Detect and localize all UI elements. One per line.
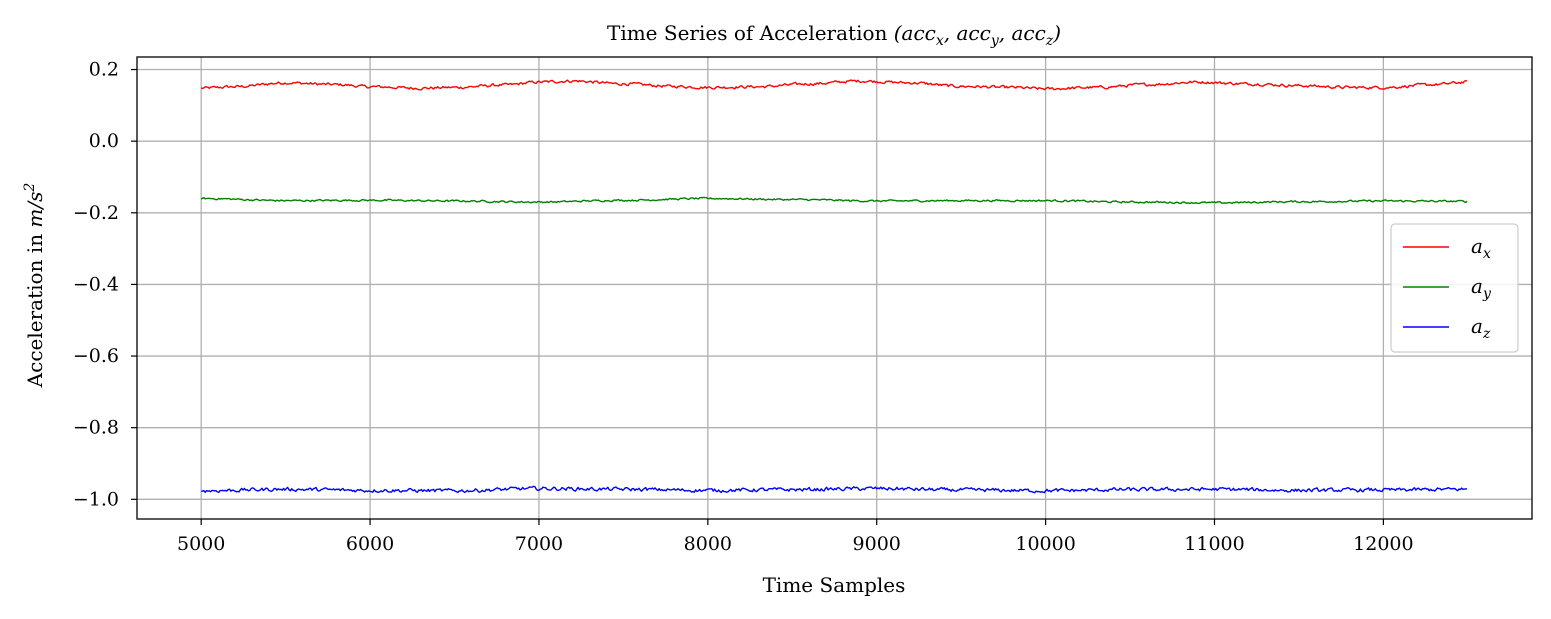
y-axis-label-text: Acceleration in bbox=[23, 228, 47, 389]
legend-box bbox=[1390, 223, 1519, 353]
grid-layer bbox=[137, 57, 1532, 519]
x-tick-label: 12000 bbox=[1353, 533, 1413, 555]
y-axis-label: Acceleration in m/s2 bbox=[22, 183, 47, 389]
series-line-az bbox=[201, 485, 1468, 494]
y-tick-label: −0.4 bbox=[73, 273, 119, 295]
y-axis-label-unit: m/s bbox=[23, 192, 47, 228]
y-tick-label: 0.0 bbox=[89, 130, 119, 152]
series-line-ay bbox=[200, 196, 1468, 205]
chart-title-subscript: x bbox=[936, 33, 944, 49]
y-tick-label: 0.2 bbox=[89, 59, 119, 81]
chart-title-math: , acc bbox=[944, 21, 991, 45]
chart-title-math: ) bbox=[1052, 21, 1061, 45]
y-tick-label: −0.8 bbox=[73, 417, 119, 439]
chart-title: Time Series of Acceleration (accx​, accy… bbox=[607, 21, 1061, 49]
x-tick-label: 11000 bbox=[1184, 533, 1244, 555]
series-layer bbox=[200, 79, 1468, 494]
chart-title-math: (acc bbox=[894, 21, 936, 45]
legend: ax ay az bbox=[1390, 223, 1519, 353]
legend-label-ay: ay bbox=[1471, 274, 1492, 302]
legend-label-ax: ax bbox=[1471, 234, 1491, 262]
chart-title-math: , acc bbox=[999, 21, 1046, 45]
x-tick-label: 6000 bbox=[346, 533, 394, 555]
x-tick-label: 7000 bbox=[515, 533, 563, 555]
x-tick-label: 8000 bbox=[684, 533, 732, 555]
x-axis-label: Time Samples bbox=[763, 573, 906, 597]
x-tick-label: 9000 bbox=[853, 533, 901, 555]
chart-title-subscript: z bbox=[1045, 33, 1054, 49]
x-tick-label: 10000 bbox=[1015, 533, 1075, 555]
x-tick-label: 5000 bbox=[177, 533, 225, 555]
chart-title-text: Time Series of Acceleration bbox=[607, 21, 894, 45]
ticks-layer: 5000 6000 7000 8000 9000 10000 11000 12000 0.2 0.… bbox=[73, 59, 1414, 555]
chart-title-subscript: y bbox=[990, 33, 1000, 49]
plot-frame bbox=[136, 56, 1533, 520]
y-tick-label: −0.2 bbox=[73, 202, 119, 224]
legend-label-az: az bbox=[1471, 314, 1491, 342]
y-axis-label-superscript: 2 bbox=[22, 183, 38, 193]
y-tick-label: −1.0 bbox=[73, 488, 119, 510]
y-tick-label: −0.6 bbox=[73, 345, 119, 367]
series-line-ax bbox=[200, 79, 1468, 91]
